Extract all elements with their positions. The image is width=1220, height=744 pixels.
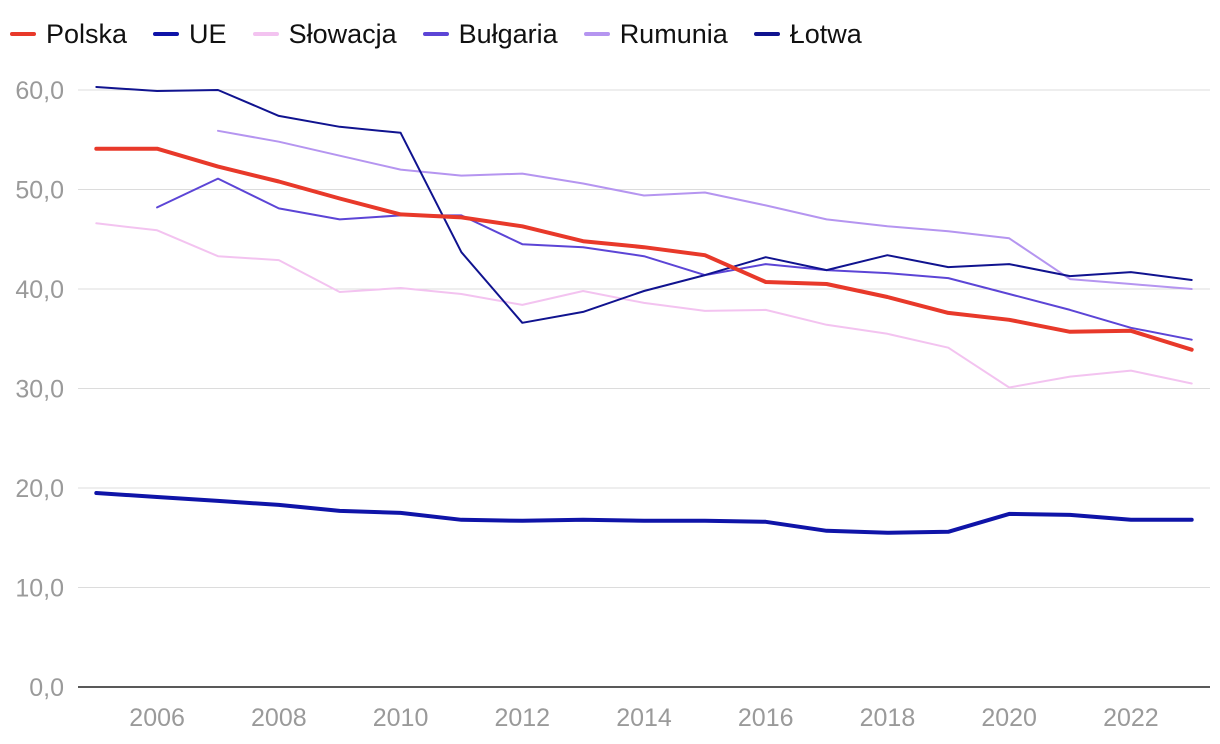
legend-swatch-rumunia [583, 32, 610, 36]
series-lines [94, 86, 1194, 535]
legend-swatch-slowacja [252, 32, 279, 36]
legend-item-rumunia: Rumunia [583, 14, 728, 54]
series-line-ue [94, 491, 1194, 535]
series-line-słowacja [95, 222, 1193, 389]
legend-swatch-lotwa [753, 32, 780, 36]
legend-label-slowacja: Słowacja [288, 19, 397, 49]
legend-item-polska: Polska [10, 14, 127, 54]
y-tick-label: 10,0 [15, 575, 64, 603]
y-tick-label: 60,0 [15, 77, 64, 105]
x-tick-label: 2014 [616, 704, 672, 732]
y-tick-label: 0,0 [29, 674, 64, 702]
series-line-polska [94, 146, 1194, 352]
legend-label-rumunia: Rumunia [619, 19, 728, 49]
legend-label-polska: Polska [46, 19, 128, 49]
legend-swatch-polska [10, 32, 36, 36]
legend-item-ue: UE [153, 14, 227, 54]
x-tick-label: 2008 [251, 704, 307, 732]
x-tick-label: 2022 [1103, 704, 1159, 732]
legend-label-lotwa: Łotwa [789, 19, 862, 49]
legend-swatch-bulgaria [422, 32, 449, 36]
x-tick-label: 2012 [494, 704, 550, 732]
y-tick-label: 40,0 [15, 276, 64, 304]
legend-label-bulgaria: Bułgaria [458, 19, 558, 49]
legend-swatch-ue [153, 32, 180, 36]
x-tick-label: 2016 [738, 704, 794, 732]
legend-item-slowacja: Słowacja [252, 14, 397, 54]
series-line-łotwa [95, 86, 1193, 324]
x-tick-label: 2006 [129, 704, 185, 732]
x-tick-label: 2018 [860, 704, 916, 732]
y-tick-label: 50,0 [15, 177, 64, 205]
legend-item-bulgaria: Bułgaria [422, 14, 558, 54]
legend-label-ue: UE [189, 19, 227, 49]
gridlines [78, 89, 1210, 588]
y-axis-ticks: 0,0 10,0 20,0 30,0 40,0 50,0 60,0 [15, 77, 64, 702]
series-line-rumunia [217, 129, 1193, 290]
legend-item-lotwa: Łotwa [753, 14, 862, 54]
x-tick-label: 2010 [373, 704, 429, 732]
x-tick-label: 2020 [981, 704, 1037, 732]
y-tick-label: 20,0 [15, 475, 64, 503]
y-tick-label: 30,0 [15, 376, 64, 404]
legend: Polska UE Słowacja Bułgaria Rumunia Łotw… [10, 14, 888, 54]
series-line-bułgaria [156, 177, 1193, 341]
x-axis-ticks: 2006 2008 2010 2012 2014 2016 2018 2020 2022 [129, 704, 1158, 732]
